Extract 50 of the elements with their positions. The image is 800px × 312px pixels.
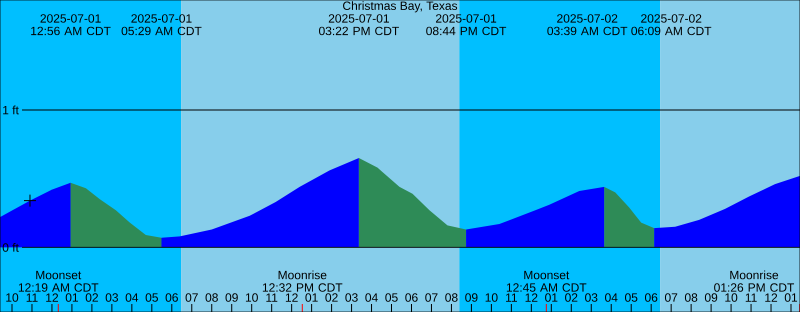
y-tick-label: 1 ft bbox=[3, 106, 19, 114]
x-tick-label: 07 bbox=[664, 293, 678, 302]
x-tick-label: 08 bbox=[445, 293, 458, 302]
chart-title: Christmas Bay, Texas bbox=[343, 1, 458, 12]
x-tick-label: 08 bbox=[684, 293, 698, 302]
x-tick-label: 01 bbox=[545, 293, 558, 302]
x-tick-label: 04 bbox=[126, 293, 138, 302]
x-tick-label: 06 bbox=[166, 293, 178, 302]
x-tick-label: 05 bbox=[625, 293, 638, 302]
x-tick-label: 10 bbox=[246, 293, 258, 302]
x-tick-label: 06 bbox=[405, 293, 418, 302]
x-tick-label: 02 bbox=[86, 293, 98, 302]
x-tick-label: 10 bbox=[725, 293, 738, 302]
x-tick-label: 11 bbox=[746, 294, 757, 302]
x-tick-label: 07 bbox=[186, 293, 198, 302]
x-tick-label: 09 bbox=[465, 293, 478, 302]
x-tick-label: 12 bbox=[765, 293, 778, 302]
x-tick-label: 12 bbox=[526, 293, 538, 302]
x-tick-label: 06 bbox=[644, 293, 658, 302]
x-tick-label: 11 bbox=[506, 294, 517, 302]
x-tick-label: 03 bbox=[106, 293, 118, 302]
annotation: 2025-07-01 03:22 PM CDT bbox=[319, 14, 399, 36]
x-tick-label: 09 bbox=[704, 293, 718, 302]
annotation: 2025-07-02 03:39 AM CDT bbox=[547, 14, 628, 36]
x-tick-label: 10 bbox=[6, 293, 18, 302]
x-tick-label: 05 bbox=[146, 293, 158, 302]
x-tick-label: 04 bbox=[365, 293, 378, 302]
x-tick-label: 04 bbox=[605, 293, 618, 302]
annotation: 2025-07-01 08:44 PM CDT bbox=[426, 14, 506, 36]
x-tick-label: 03 bbox=[585, 293, 598, 302]
x-tick-label: 08 bbox=[206, 293, 218, 302]
x-tick-label: 05 bbox=[385, 293, 398, 302]
ref-line-label: Moonset 12:19 AM CDT bbox=[18, 270, 98, 292]
ref-line-label: Moonrise 12:32 PM CDT bbox=[262, 270, 342, 292]
x-tick-label: 10 bbox=[486, 293, 498, 302]
x-tick-label: 03 bbox=[345, 293, 358, 302]
x-tick-label: 11 bbox=[26, 294, 38, 302]
ref-line-label: Moonset 12:45 AM CDT bbox=[506, 270, 586, 292]
x-tick-label: 11 bbox=[266, 294, 278, 302]
x-tick-label: 02 bbox=[565, 293, 578, 302]
x-tick-label: 01 bbox=[66, 293, 78, 302]
x-tick-label: 02 bbox=[325, 293, 338, 302]
annotation: 2025-07-01 12:56 AM CDT bbox=[31, 14, 111, 36]
ref-line-label: Moonrise 01:26 PM CDT bbox=[714, 270, 794, 292]
x-tick-label: 01 bbox=[305, 293, 318, 302]
x-tick-label: 01 bbox=[784, 293, 798, 302]
x-tick-label: 12 bbox=[286, 293, 298, 302]
x-tick-label: 07 bbox=[425, 293, 438, 302]
x-tick-label: 12 bbox=[46, 293, 58, 302]
x-tick-label: 09 bbox=[226, 293, 238, 302]
